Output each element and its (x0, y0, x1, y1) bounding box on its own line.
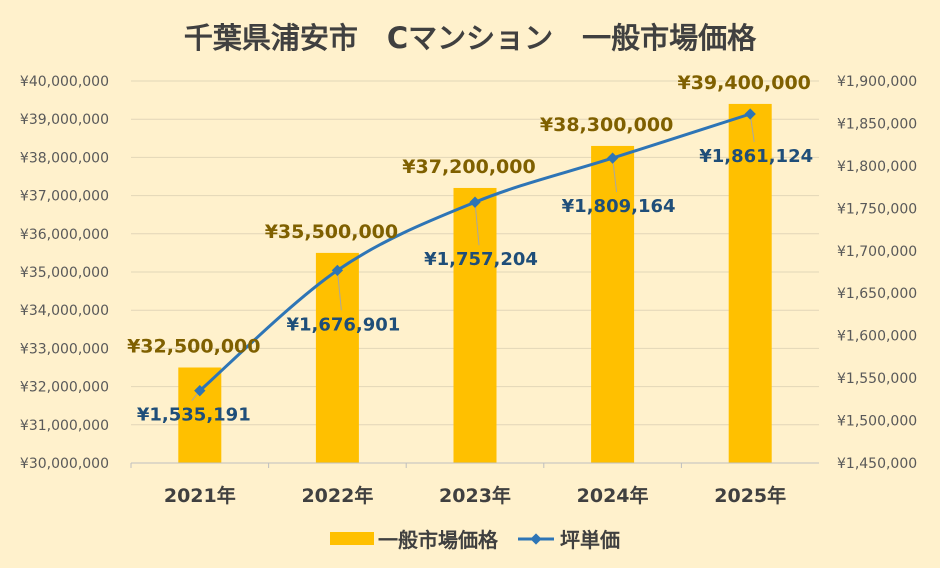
bar-value-label: ¥39,400,000 (677, 72, 810, 94)
line-value-label: ¥1,809,164 (562, 196, 676, 217)
right-axis-tick-label: ¥1,850,000 (837, 116, 917, 132)
x-axis: 2021年 2022年 2023年 2024年 2025年 (130, 462, 819, 507)
right-axis-tick-label: ¥1,500,000 (837, 414, 917, 430)
left-axis-tick-label: ¥36,000,000 (20, 227, 109, 243)
legend-line-marker (530, 533, 542, 545)
chart-title: 千葉県浦安市 Cマンション 一般市場価格 (184, 21, 757, 55)
left-axis-tick-label: ¥34,000,000 (20, 303, 109, 319)
bar (315, 252, 359, 463)
left-axis-tick-label: ¥31,000,000 (20, 418, 109, 434)
leader-line (336, 270, 342, 311)
bar-value-label: ¥35,500,000 (265, 221, 398, 243)
line-marker (331, 264, 344, 277)
leader-line (474, 202, 480, 246)
line-marker (469, 196, 481, 208)
bar (728, 103, 772, 464)
x-axis-tick-label: 2023年 (439, 484, 511, 507)
left-axis-tick-label: ¥32,000,000 (20, 380, 109, 396)
line-value-label: ¥1,757,204 (424, 249, 538, 270)
right-axis-tick-label: ¥1,800,000 (837, 159, 917, 175)
left-axis: ¥30,000,000 ¥31,000,000 ¥32,000,000 ¥33,000… (20, 74, 109, 472)
bar-value-label: ¥38,300,000 (540, 114, 673, 136)
legend-bar-swatch (330, 532, 374, 545)
legend-line-label: 坪単価 (560, 528, 620, 552)
left-axis-tick-label: ¥40,000,000 (20, 74, 109, 90)
legend-bar-label: 一般市場価格 (378, 528, 499, 552)
bar (453, 187, 497, 463)
right-axis-tick-label: ¥1,550,000 (837, 371, 917, 387)
bar-value-label: ¥37,200,000 (402, 156, 535, 178)
left-axis-tick-label: ¥38,000,000 (20, 150, 109, 166)
bar-value-label: ¥32,500,000 (127, 336, 260, 358)
left-axis-tick-label: ¥30,000,000 (20, 456, 109, 472)
bar (591, 145, 635, 463)
left-axis-tick-label: ¥33,000,000 (20, 341, 109, 357)
x-axis-tick-label: 2025年 (714, 484, 786, 507)
bar-series (178, 103, 772, 464)
left-axis-tick-label: ¥37,000,000 (20, 189, 109, 205)
x-axis-tick-label: 2022年 (301, 484, 373, 507)
right-axis-tick-label: ¥1,900,000 (837, 74, 917, 90)
bar (178, 367, 222, 463)
right-axis-tick-label: ¥1,600,000 (837, 329, 917, 345)
line-value-label: ¥1,535,191 (137, 405, 251, 426)
line-value-label: ¥1,861,124 (699, 146, 813, 167)
x-axis-tick-label: 2024年 (577, 484, 649, 507)
leader-line (612, 158, 618, 193)
right-axis: ¥1,450,000 ¥1,500,000 ¥1,550,000 ¥1,600,000… (837, 74, 917, 472)
line-marker (606, 152, 619, 164)
right-axis-tick-label: ¥1,750,000 (837, 201, 917, 217)
x-axis-tick-label: 2021年 (164, 484, 236, 507)
right-axis-tick-label: ¥1,650,000 (837, 286, 917, 302)
line-marker (194, 385, 206, 397)
right-axis-tick-label: ¥1,450,000 (837, 456, 917, 472)
left-axis-tick-label: ¥35,000,000 (20, 265, 109, 281)
line-value-label: ¥1,676,901 (286, 314, 400, 335)
legend: 一般市場価格 坪単価 (330, 528, 620, 552)
data-labels: ¥32,500,000 ¥35,500,000 ¥37,200,000¥38,300… (127, 72, 813, 426)
right-axis-tick-label: ¥1,700,000 (837, 244, 917, 260)
left-axis-tick-label: ¥39,000,000 (20, 112, 109, 128)
